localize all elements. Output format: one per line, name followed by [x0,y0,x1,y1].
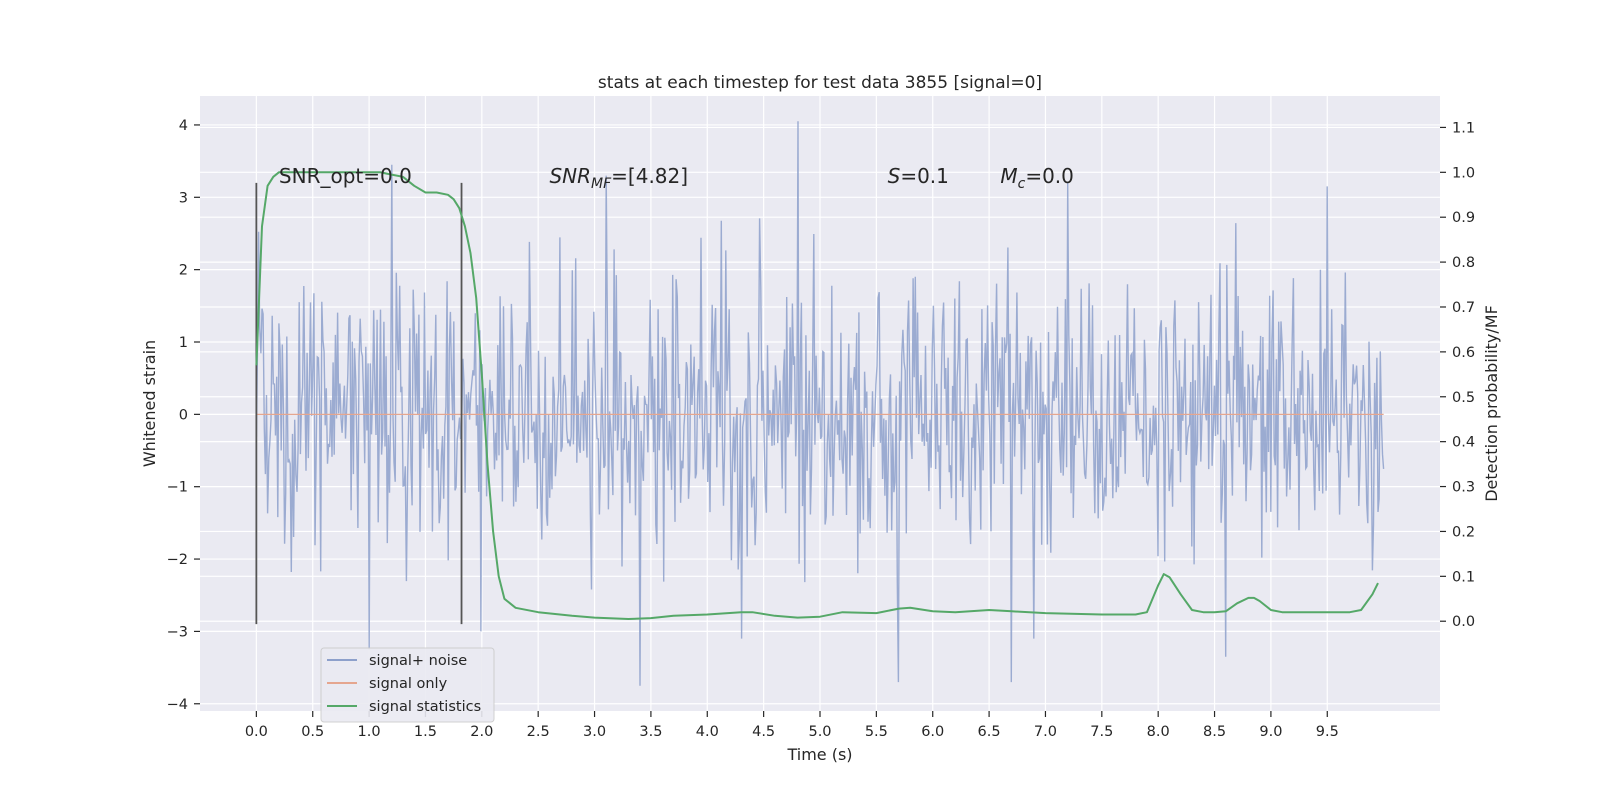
y2-tick-label: 0.0 [1452,614,1475,630]
x-tick-label: 7.5 [1090,724,1113,740]
y2-tick-label: 0.8 [1452,255,1475,271]
x-tick-label: 4.0 [696,724,719,740]
x-tick-label: 7.0 [1034,724,1057,740]
x-tick-label: 6.5 [978,724,1001,740]
y-tick-label: −2 [167,552,188,568]
x-tick-label: 2.5 [527,724,550,740]
y2-tick-label: 0.9 [1452,210,1475,226]
y-axis-label: Whitened strain [140,340,159,467]
x-tick-label: 3.5 [639,724,662,740]
chart-marks [255,121,1385,686]
x-tick-label: 8.5 [1203,724,1226,740]
x-tick-label: 3.0 [583,724,606,740]
y2-tick-label: 0.3 [1452,480,1475,496]
legend-box [320,647,495,723]
legend-label-signal-noise: signal+ noise [369,653,467,669]
y2-tick-label: 0.6 [1452,345,1475,361]
x-tick-label: 1.5 [414,724,437,740]
x-tick-label: 6.0 [921,724,944,740]
legend-label-signal-only: signal only [369,676,448,692]
y-tick-label: 2 [179,263,188,279]
legend: signal+ noise signal only signal statist… [320,647,495,723]
series-signal-noise-line [255,121,1385,686]
legend-label-signal-statistics: signal statistics [369,699,481,715]
y-tick-label: −1 [167,480,188,496]
x-tick-label: 1.0 [358,724,381,740]
x-tick-label: 5.0 [808,724,831,740]
annotation: Mc=0.0 [1000,164,1074,192]
x-tick-label: 0.0 [245,724,268,740]
y2-tick-label: 1.1 [1452,120,1475,136]
y-tick-label: 3 [179,190,188,206]
x-tick-label: 5.5 [865,724,888,740]
x-tick-label: 0.5 [301,724,324,740]
series-signal-statistics-line [255,171,1379,620]
axis-ticks: 0.0 0.5 1.0 1.5 2.0 2.5 3.0 3.5 4.0 4.5 5.0 5.5 6.0 6… [167,118,1475,740]
y-tick-label: −3 [167,624,188,640]
y2-tick-label: 0.4 [1452,435,1475,451]
y2-tick-label: 0.5 [1452,390,1475,406]
annotations: SNR_opt=0.0 SNRMF=[4.82] S=0.1 Mc=0.0 [279,164,1074,192]
y-tick-label: 1 [179,335,188,351]
y2-tick-label: 1.0 [1452,165,1475,181]
x-tick-label: 4.5 [752,724,775,740]
y2-tick-label: 0.1 [1452,569,1475,585]
annotation: SNRMF=[4.82] [549,164,688,192]
annotation: SNR_opt=0.0 [279,164,412,188]
y-tick-label: 0 [179,407,188,423]
y-tick-label: 4 [179,118,188,134]
y2-tick-label: 0.7 [1452,300,1475,316]
x-tick-label: 8.0 [1147,724,1170,740]
y-tick-label: −4 [167,697,188,713]
chart-title: stats at each timestep for test data 385… [598,73,1042,93]
y2-tick-label: 0.2 [1452,524,1475,540]
x-tick-label: 9.0 [1259,724,1282,740]
annotation: S=0.1 [888,164,949,188]
y2-axis-label: Detection probability/MF [1482,305,1501,502]
x-tick-label: 2.0 [470,724,493,740]
x-tick-label: 9.5 [1316,724,1339,740]
x-axis-label: Time (s) [786,745,852,764]
